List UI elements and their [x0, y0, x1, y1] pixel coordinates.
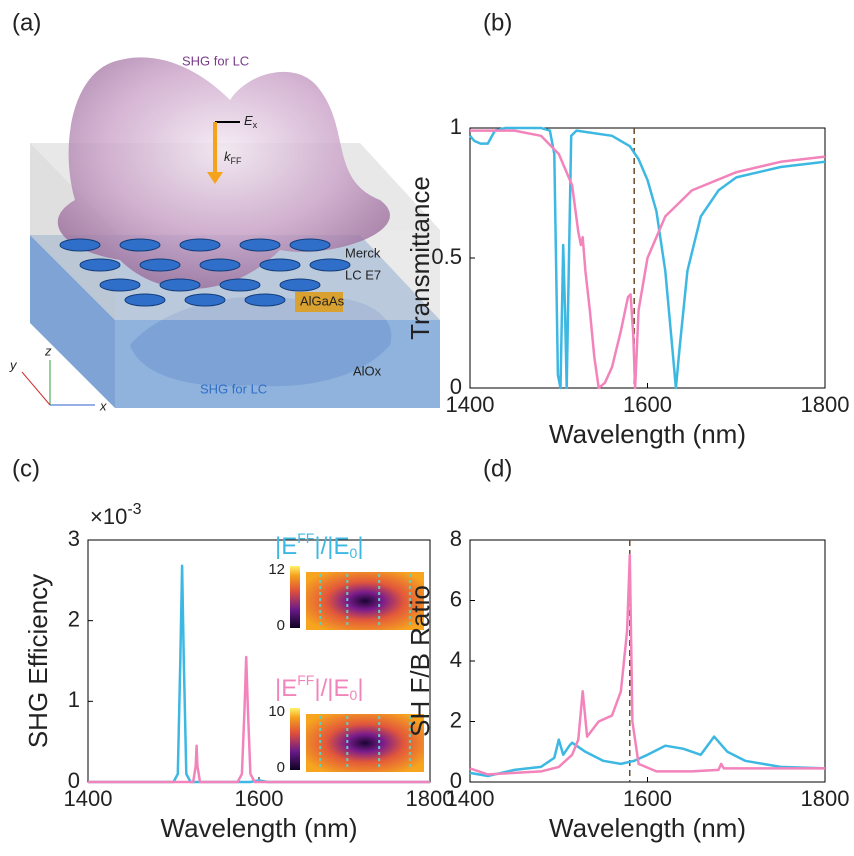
y-tick-label: 2	[68, 606, 80, 631]
multiplier-base: ×10	[90, 504, 127, 529]
multiplier-exponent: -3	[127, 501, 141, 518]
x-tick-label: 1600	[623, 786, 672, 811]
ex-base: E	[244, 113, 253, 128]
shg-lobe-bottom	[130, 296, 392, 387]
y-tick-label: 2	[450, 707, 462, 732]
kff-sub: FF	[231, 156, 242, 166]
panel-label: (b)	[483, 9, 512, 36]
ex-sub: x	[253, 120, 258, 130]
colorbar	[290, 566, 300, 628]
axis-multiplier: ×10-3	[90, 501, 142, 529]
data-line	[469, 553, 825, 776]
colorbar-tick-label: 10	[268, 703, 285, 720]
y-tick-label: 0	[68, 768, 80, 793]
inset-title-part: 0	[350, 687, 358, 703]
y-tick-label: 0	[450, 374, 462, 399]
inset-title-part: FF	[297, 530, 314, 546]
x-tick-label: 1400	[64, 786, 113, 811]
y-tick-label: 1	[68, 687, 80, 712]
axis-z-label: z	[44, 343, 52, 358]
lc-label-2: LC E7	[345, 267, 381, 282]
field-map	[306, 714, 424, 772]
y-tick-label: 3	[68, 526, 80, 551]
inset-title-part: |E	[275, 675, 297, 702]
inset-title-part: |E	[275, 533, 297, 560]
chart-panel: (b) 1400 1600 1800 0 0.5 1 Wavelength (nm) Trans…	[405, 9, 850, 449]
colorbar-tick-label: 12	[268, 561, 285, 578]
inset-title-part: |/|E	[314, 533, 349, 560]
inset-title-part: |/|E	[314, 675, 349, 702]
x-tick-label: 1800	[406, 786, 455, 811]
inset-title-part: |	[357, 675, 363, 702]
data-line	[469, 735, 826, 778]
shg-bottom-label: SHG for LC	[200, 381, 267, 396]
x-tick-label: 1400	[446, 786, 495, 811]
y-axis-label: SHG Efficiency	[23, 574, 53, 748]
y-tick-label: 8	[450, 526, 462, 551]
field-map	[306, 572, 424, 630]
colorbar	[290, 708, 300, 770]
algaas-label: AlGaAs	[300, 293, 345, 308]
axis-y-arrow	[21, 371, 51, 406]
y-tick-label: 0	[450, 768, 462, 793]
x-axis-label: Wavelength (nm)	[161, 813, 358, 843]
shg-top-label: SHG for LC	[182, 53, 249, 68]
inset-title-part: |	[357, 533, 363, 560]
y-tick-label: 4	[450, 647, 462, 672]
x-axis-label: Wavelength (nm)	[549, 813, 746, 843]
inset-title-part: FF	[297, 672, 314, 688]
substrate-side	[30, 235, 115, 408]
x-tick-label: 1600	[235, 786, 284, 811]
illustration: (a) SHG for LC Ex kFF Merck LC E7 AlGaAs…	[9, 9, 440, 413]
axis-y-label: y	[9, 357, 18, 372]
x-axis-label: Wavelength (nm)	[549, 419, 746, 449]
inset-title: |EFF|/|E0|	[275, 672, 364, 703]
y-tick-label: 0.5	[431, 244, 462, 269]
ex-label: Ex	[244, 113, 258, 130]
colorbar-tick-label: 0	[277, 759, 285, 776]
x-tick-label: 1600	[623, 392, 672, 417]
data-line	[470, 129, 826, 390]
y-axis-label: Transmittance	[405, 176, 435, 340]
panel-label: (c)	[12, 455, 40, 482]
shg-lobe-top	[57, 57, 390, 289]
x-tick-label: 1800	[801, 786, 850, 811]
data-line	[469, 126, 826, 390]
x-tick-label: 1800	[801, 392, 850, 417]
data-line	[88, 655, 430, 784]
y-tick-label: 1	[450, 114, 462, 139]
kff-base: k	[224, 149, 232, 164]
alox-label: AlOx	[353, 363, 382, 378]
inset-title: |EFF|/|E0|	[275, 530, 364, 561]
plot-frame	[469, 539, 826, 783]
x-tick-label: 1400	[446, 392, 495, 417]
axis-x-label: x	[99, 398, 107, 413]
y-axis-label: SH F/B Ratio	[405, 585, 435, 737]
lc-label-1: Merck	[345, 245, 381, 260]
kff-arrow-head	[207, 172, 223, 184]
disk-array	[59, 238, 351, 307]
panel-label: (a)	[12, 9, 41, 36]
y-tick-label: 6	[450, 586, 462, 611]
algaas-block	[295, 292, 343, 312]
colorbar-tick-label: 0	[277, 617, 285, 634]
panel-label: (d)	[483, 455, 512, 482]
kff-label: kFF	[224, 149, 242, 166]
inset-title-part: 0	[350, 545, 358, 561]
